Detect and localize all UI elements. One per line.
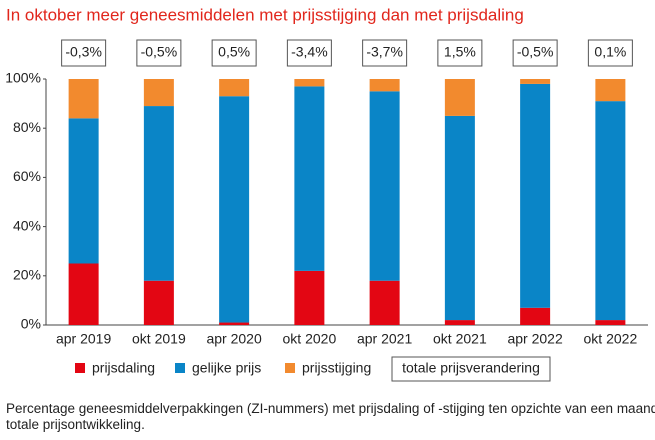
footnote: Percentage geneesmiddelverpakkingen (ZI-…	[6, 401, 655, 432]
y-tick-label: 100%	[5, 70, 41, 86]
x-tick-label: okt 2021	[433, 331, 487, 347]
y-tick-label: 20%	[13, 267, 41, 283]
bar-segment	[444, 79, 475, 116]
total-box	[587, 39, 633, 67]
bar-segment	[369, 79, 400, 92]
total-label: -0,5%	[517, 44, 554, 60]
total-label: 0,5%	[218, 44, 250, 60]
total-label: 1,5%	[444, 44, 476, 60]
legend-label: totale prijsverandering	[402, 360, 540, 376]
total-label: -3,7%	[366, 44, 403, 60]
bar-segment	[444, 320, 475, 325]
legend-label: gelijke prijs	[192, 360, 261, 376]
bar-segment	[294, 270, 325, 325]
bar-segment	[595, 79, 626, 102]
bar-segment	[68, 118, 99, 264]
bar-segment	[143, 280, 174, 325]
chart-title: In oktober meer geneesmiddelen met prijs…	[6, 5, 524, 24]
total-box	[362, 39, 408, 67]
bar-segment	[219, 79, 250, 97]
legend-swatch	[175, 363, 185, 373]
bar-segment	[294, 86, 325, 271]
bar-segment	[520, 83, 551, 308]
legend-swatch	[285, 363, 295, 373]
total-label: -0,5%	[141, 44, 178, 60]
bar-segment	[219, 322, 250, 325]
total-box	[211, 39, 257, 67]
bar-segment	[143, 106, 174, 281]
x-tick-label: apr 2020	[206, 331, 261, 347]
total-box	[286, 39, 332, 67]
x-tick-label: apr 2022	[507, 331, 562, 347]
bar-segment	[369, 91, 400, 281]
x-tick-label: apr 2019	[56, 331, 111, 347]
y-tick-label: 80%	[13, 119, 41, 135]
total-box	[437, 39, 483, 67]
x-tick-label: okt 2022	[584, 331, 638, 347]
y-tick-label: 40%	[13, 217, 41, 233]
legend-box	[391, 356, 551, 382]
bar-segment	[369, 280, 400, 325]
x-tick-label: okt 2020	[283, 331, 337, 347]
total-label: -0,3%	[65, 44, 102, 60]
total-box	[61, 39, 107, 67]
bar-segment	[595, 101, 626, 321]
footnote-line: Percentage geneesmiddelverpakkingen (ZI-…	[6, 401, 655, 416]
bar-segment	[520, 79, 551, 84]
x-tick-label: okt 2019	[132, 331, 186, 347]
bar-segment	[444, 115, 475, 321]
bar-segment	[520, 307, 551, 325]
legend-label: prijsdaling	[92, 360, 155, 376]
legend-swatch	[75, 363, 85, 373]
y-tick-label: 60%	[13, 168, 41, 184]
legend-label: prijsstijging	[302, 360, 371, 376]
total-box	[136, 39, 182, 67]
bar-segment	[219, 96, 250, 323]
x-tick-label: apr 2021	[357, 331, 412, 347]
bar-segment	[294, 79, 325, 87]
bar-segment	[68, 263, 99, 325]
total-label: -3,4%	[291, 44, 328, 60]
bar-segment	[143, 79, 174, 107]
total-label: 0,1%	[594, 44, 626, 60]
bar-segment	[595, 320, 626, 325]
y-tick-label: 0%	[21, 316, 41, 332]
footnote-line: totale prijsontwikkeling.	[6, 417, 145, 432]
total-box	[512, 39, 558, 67]
bar-segment	[68, 79, 99, 119]
